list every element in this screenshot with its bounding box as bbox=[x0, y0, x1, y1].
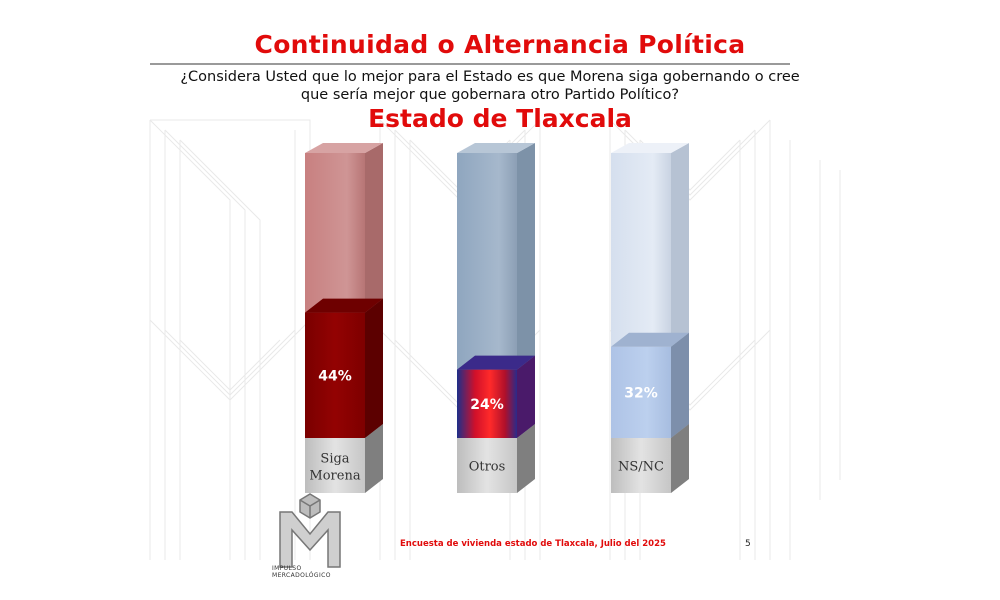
data-label-otros: 24% bbox=[470, 397, 504, 413]
category-box-siga-morena bbox=[305, 438, 365, 493]
data-label-ns-nc: 32% bbox=[624, 385, 658, 401]
page-number: 5 bbox=[745, 539, 751, 549]
column-background-top-siga-morena bbox=[305, 143, 383, 153]
bar-side-siga-morena bbox=[365, 298, 383, 438]
category-box-ns-nc bbox=[611, 438, 671, 493]
bar-top-otros bbox=[457, 355, 535, 370]
category-label-siga-morena-1: Siga bbox=[320, 452, 349, 467]
bar-top-ns-nc bbox=[611, 332, 689, 347]
bar-side-ns-nc bbox=[671, 332, 689, 438]
category-label-ns-nc-1: NS/NC bbox=[618, 460, 664, 475]
column-background-top-ns-nc bbox=[611, 143, 689, 153]
category-box-side-otros bbox=[517, 424, 535, 493]
chart-subtitle: Estado de Tlaxcala bbox=[368, 104, 632, 133]
bar-top-siga-morena bbox=[305, 298, 383, 313]
data-label-siga-morena: 44% bbox=[318, 368, 352, 384]
bar-side-otros bbox=[517, 355, 535, 438]
column-background-top-otros bbox=[457, 143, 535, 153]
survey-question: ¿Considera Usted que lo mejor para el Es… bbox=[170, 68, 810, 104]
bar-siga-morena bbox=[305, 312, 365, 438]
bar-otros bbox=[457, 369, 517, 438]
bar-ns-nc bbox=[611, 346, 671, 438]
category-box-side-ns-nc bbox=[671, 424, 689, 493]
category-box-side-siga-morena bbox=[365, 424, 383, 493]
category-box-otros bbox=[457, 438, 517, 493]
survey-question-line-1: ¿Considera Usted que lo mejor para el Es… bbox=[180, 69, 800, 85]
logo-text-line-2: MERCADOLÓGICO bbox=[272, 572, 331, 579]
chart-title: Continuidad o Alternancia Política bbox=[254, 30, 746, 59]
logo-icon bbox=[279, 493, 341, 568]
footer-source: Encuesta de vivienda estado de Tlaxcala,… bbox=[400, 539, 666, 549]
pattern-block-left bbox=[149, 119, 311, 560]
category-label-otros-1: Otros bbox=[469, 460, 506, 475]
survey-question-line-2: que sería mejor que gobernara otro Parti… bbox=[300, 87, 680, 103]
category-label-siga-morena-2: Morena bbox=[309, 469, 360, 484]
logo-text-line-1: IMPULSO bbox=[272, 565, 302, 572]
title-divider bbox=[150, 63, 790, 65]
